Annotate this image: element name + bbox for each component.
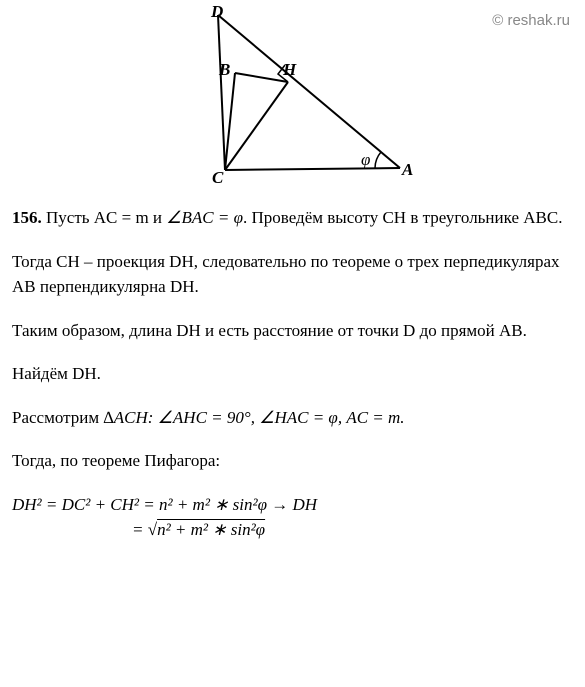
paragraph-4: Найдём DH.: [12, 361, 573, 387]
line-CB: [225, 73, 235, 170]
line-BH: [235, 73, 288, 82]
p5-text-a: Рассмотрим: [12, 408, 103, 427]
label-B: B: [218, 60, 230, 79]
paragraph-6: Тогда, по теореме Пифагора:: [12, 448, 573, 474]
label-D: D: [210, 5, 223, 21]
p1-math: ∠BAC = φ: [166, 208, 243, 227]
label-H: H: [282, 60, 297, 79]
label-A: A: [401, 160, 413, 179]
equation-line-2: = √n² + m² ∗ sin²φ: [132, 517, 573, 543]
problem-number: 156.: [12, 208, 42, 227]
eq2-prefix: = √: [132, 520, 157, 539]
watermark: © reshak.ru: [492, 10, 570, 33]
line-DA: [218, 15, 400, 168]
line-CA: [225, 168, 400, 170]
paragraph-3: Таким образом, длина DH и есть расстояни…: [12, 318, 573, 344]
p1-text-a: Пусть AC = m и: [46, 208, 166, 227]
p5-math: ∆ACH: ∠AHC = 90°, ∠HAC = φ, AC = m.: [103, 408, 404, 427]
equation-line-1: DH² = DC² + CH² = n² + m² ∗ sin²φ → DH: [12, 492, 573, 518]
solution-text: 156. Пусть AC = m и ∠BAC = φ. Проведём в…: [0, 205, 585, 543]
equation-block: DH² = DC² + CH² = n² + m² ∗ sin²φ → DH =…: [12, 492, 573, 543]
angle-arc: [375, 152, 381, 168]
eq2-radicand: n² + m² ∗ sin²φ: [157, 520, 265, 539]
paragraph-2: Тогда CH – проекция DH, следовательно по…: [12, 249, 573, 300]
p1-text-c: . Проведём высоту CH в треугольнике ABC.: [243, 208, 562, 227]
paragraph-1: 156. Пусть AC = m и ∠BAC = φ. Проведём в…: [12, 205, 573, 231]
paragraph-5: Рассмотрим ∆ACH: ∠AHC = 90°, ∠HAC = φ, A…: [12, 405, 573, 431]
line-CD: [218, 15, 225, 170]
angle-phi: φ: [361, 150, 370, 169]
geometry-diagram: D B H C A φ: [170, 5, 420, 190]
line-CH: [225, 82, 288, 170]
label-C: C: [212, 168, 224, 187]
